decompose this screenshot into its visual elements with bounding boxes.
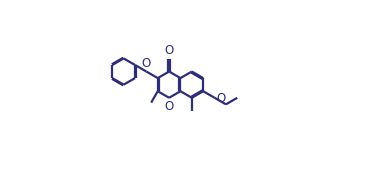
Text: O: O — [164, 44, 174, 57]
Text: O: O — [141, 57, 150, 70]
Text: O: O — [164, 100, 174, 113]
Text: O: O — [217, 92, 226, 105]
